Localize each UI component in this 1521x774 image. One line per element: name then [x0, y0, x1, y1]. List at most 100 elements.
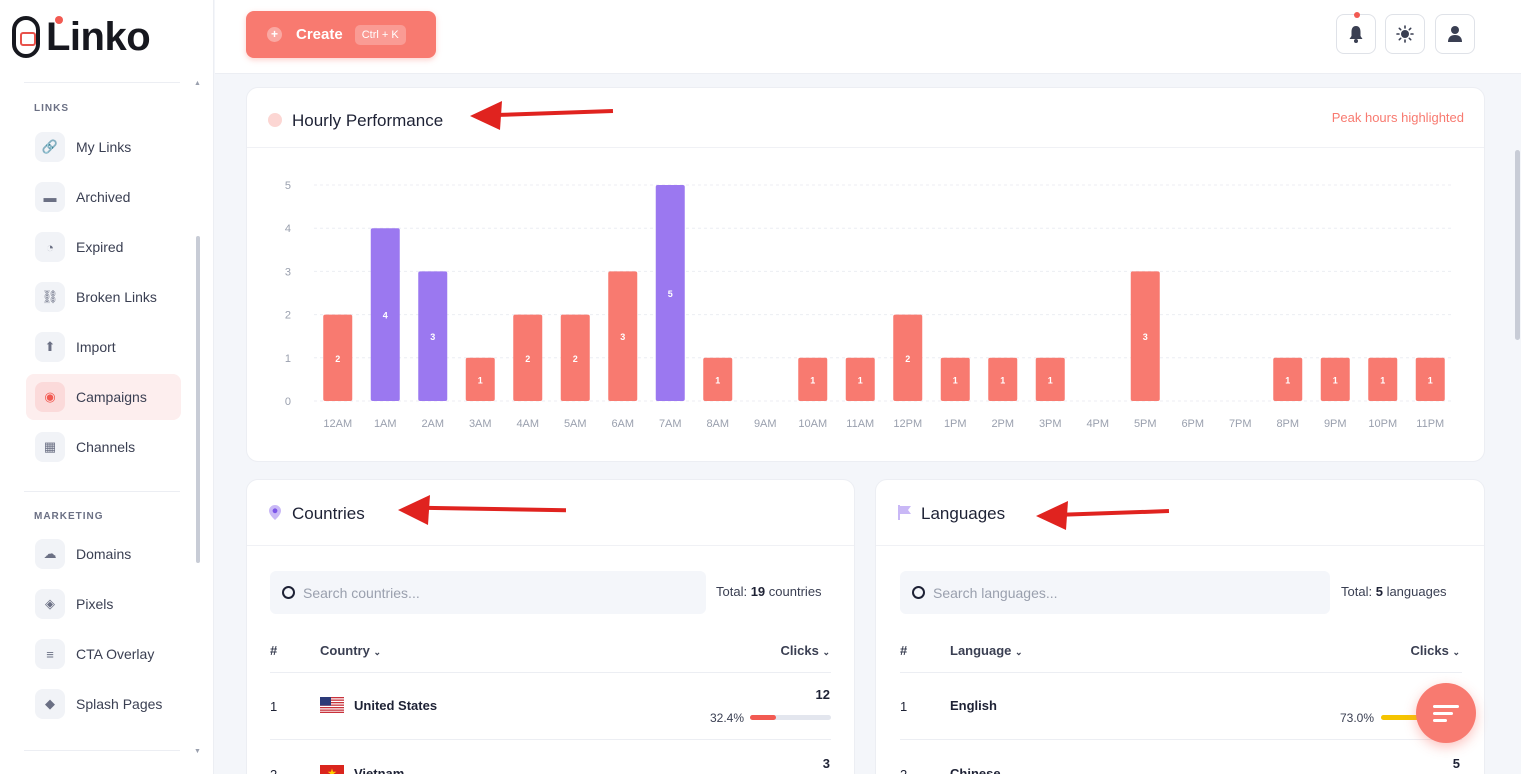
sidebar-item-label: Archived	[76, 189, 131, 205]
sidebar: Linko ▲ ▼ LINKS 🔗 My Links ▬ Archived ◔ Expir…	[0, 0, 214, 774]
x-tick-label: 8PM	[1276, 418, 1299, 430]
col-clicks-header[interactable]: Clicks ⌄	[1411, 643, 1460, 658]
y-tick-label: 2	[285, 310, 291, 322]
bar-value-label: 1	[1285, 375, 1290, 385]
scroll-down-icon[interactable]: ▼	[194, 748, 201, 755]
col-language-header[interactable]: Language ⌄	[950, 643, 1023, 658]
sidebar-item-channels[interactable]: ▦ Channels	[26, 424, 181, 470]
clock-icon: ◔	[35, 232, 65, 262]
sidebar-item-domains[interactable]: ☁ Domains	[26, 531, 181, 577]
sidebar-item-my-links[interactable]: 🔗 My Links	[26, 124, 181, 170]
col-language-label: Language	[950, 643, 1012, 658]
col-rank-header: #	[270, 643, 278, 658]
archive-icon: ▬	[35, 182, 65, 212]
create-button[interactable]: + Create Ctrl + K	[246, 11, 436, 58]
sidebar-item-splash-pages[interactable]: ◆ Splash Pages	[26, 681, 181, 727]
chevron-down-icon: ⌄	[373, 647, 382, 657]
country-name: Vietnam	[354, 766, 405, 774]
countries-card: Countries Total: 19 countries # Country …	[246, 479, 855, 774]
scroll-up-icon[interactable]: ▲	[194, 80, 201, 87]
card-header: Countries	[247, 480, 854, 546]
x-tick-label: 2PM	[991, 418, 1014, 430]
menu-fab-button[interactable]	[1416, 683, 1476, 743]
us-flag-icon	[320, 697, 344, 713]
hourly-title: Hourly Performance	[292, 111, 444, 130]
row-rank: 1	[900, 699, 908, 714]
x-tick-label: 12PM	[893, 418, 922, 430]
sidebar-item-import[interactable]: ⬆ Import	[26, 324, 181, 370]
chevron-down-icon: ⌄	[822, 647, 830, 657]
y-tick-label: 4	[285, 223, 291, 235]
bar-value-label: 1	[478, 375, 483, 385]
x-tick-label: 2AM	[421, 418, 444, 430]
bar-12AM	[323, 314, 353, 401]
bar-value-label: 2	[573, 354, 578, 364]
sidebar-item-cta-overlay[interactable]: ≡ CTA Overlay	[26, 631, 181, 677]
total-prefix: Total:	[716, 584, 748, 599]
chevron-down-icon: ⌄	[1015, 647, 1023, 657]
bar-value-label: 1	[1428, 375, 1433, 385]
notifications-button[interactable]	[1336, 12, 1376, 54]
bell-icon	[1349, 26, 1363, 43]
page-scrollbar[interactable]	[1515, 150, 1520, 340]
total-suffix: countries	[768, 584, 822, 599]
bar-value-label: 5	[668, 289, 673, 299]
bar-5PM	[1130, 271, 1160, 401]
col-country-header[interactable]: Country ⌄	[320, 643, 381, 658]
languages-search-input[interactable]	[933, 584, 1293, 601]
language-name: Chinese	[950, 766, 1001, 774]
notification-dot	[1354, 12, 1360, 18]
x-tick-label: 9PM	[1324, 418, 1347, 430]
logo-mark-icon	[12, 16, 40, 58]
total-count: 19	[750, 584, 766, 599]
create-shortcut: Ctrl + K	[354, 24, 406, 45]
bar-4AM	[513, 314, 543, 401]
divider	[24, 491, 180, 492]
x-tick-label: 5AM	[564, 418, 587, 430]
sidebar-item-pixels[interactable]: ◈ Pixels	[26, 581, 181, 627]
x-tick-label: 4PM	[1086, 418, 1109, 430]
col-country-label: Country	[320, 643, 370, 658]
languages-card: Languages Total: 5 languages # Language …	[875, 479, 1485, 774]
bar-value-label: 1	[715, 375, 720, 385]
theme-toggle-button[interactable]	[1385, 14, 1425, 54]
link-icon: 🔗	[35, 132, 65, 162]
x-tick-label: 7AM	[659, 418, 682, 430]
bar-value-label: 1	[953, 375, 958, 385]
country-name: United States	[354, 698, 438, 713]
languages-search-box[interactable]	[900, 571, 1330, 614]
sidebar-item-broken-links[interactable]: ⛓ Broken Links	[26, 274, 181, 320]
bar-12PM	[893, 314, 923, 401]
x-tick-label: 9AM	[754, 418, 777, 430]
countries-search-box[interactable]	[270, 571, 706, 614]
logo[interactable]: Linko	[12, 14, 151, 60]
chevron-down-icon: ⌄	[1452, 647, 1460, 657]
x-tick-label: 6AM	[611, 418, 634, 430]
bar-value-label: 3	[1143, 332, 1148, 342]
sidebar-scrollbar[interactable]	[196, 236, 200, 563]
profile-button[interactable]	[1435, 14, 1475, 54]
divider	[270, 739, 831, 740]
hourly-performance-card: Hourly Performance Peak hours highlighte…	[246, 87, 1485, 462]
section-label-marketing: MARKETING	[34, 511, 104, 522]
col-clicks-header[interactable]: Clicks ⌄	[781, 643, 830, 658]
sidebar-item-archived[interactable]: ▬ Archived	[26, 174, 181, 220]
clicks-percent: 73.0%	[1340, 711, 1375, 725]
sidebar-item-label: Channels	[76, 439, 136, 455]
menu-line	[1433, 704, 1459, 708]
countries-search-input[interactable]	[303, 584, 663, 601]
app-name: Linko	[46, 14, 151, 59]
sidebar-item-expired[interactable]: ◔ Expired	[26, 224, 181, 270]
user-icon	[1448, 26, 1462, 42]
bar-9PM	[1320, 357, 1350, 401]
sun-icon	[1396, 25, 1414, 43]
sidebar-item-campaigns[interactable]: ◉ Campaigns	[26, 374, 181, 420]
bar-5AM	[560, 314, 590, 401]
clicks-progress-bar	[750, 715, 831, 720]
bar-value-label: 2	[905, 354, 910, 364]
bar-7AM	[655, 185, 685, 401]
clicks-value: 3	[822, 756, 830, 771]
broken-link-icon: ⛓	[35, 282, 65, 312]
layers-icon: ◆	[35, 689, 65, 719]
divider	[270, 672, 831, 673]
